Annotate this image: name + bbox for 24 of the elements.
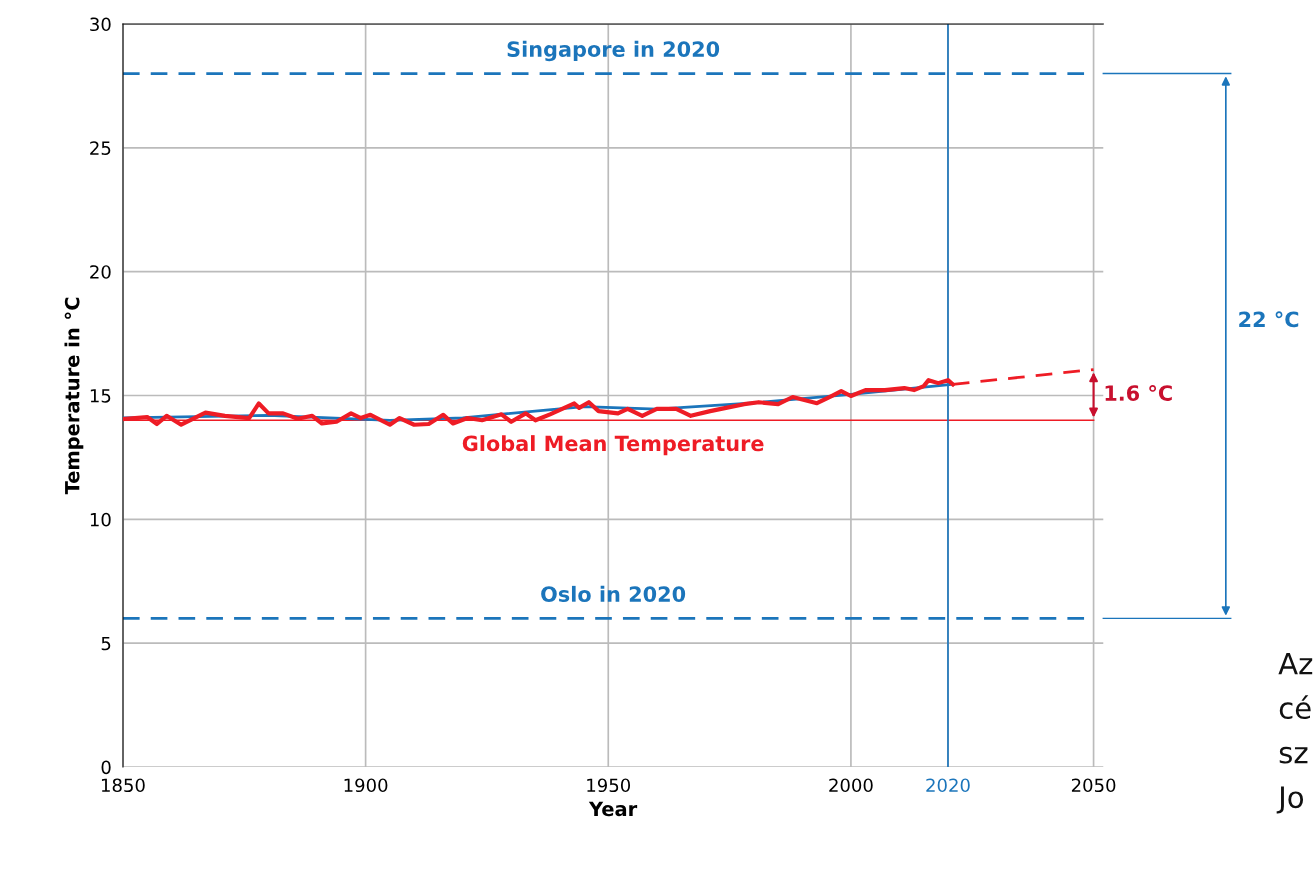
x-tick-label: 1950 xyxy=(587,778,631,793)
y-tick-label: 0 xyxy=(101,760,111,775)
text: sz xyxy=(1279,746,1308,764)
y-tick-label: 25 xyxy=(90,141,111,155)
x-tick-label: 2050 xyxy=(1071,778,1116,793)
y-tick-label: 10 xyxy=(90,512,111,527)
text: Az xyxy=(1278,652,1313,675)
text: 1.6 °C xyxy=(1105,385,1172,401)
text: Jo xyxy=(1276,786,1304,814)
text: 22 °C xyxy=(1239,311,1299,328)
ref-line-label: Global Mean Temperature xyxy=(462,435,764,456)
y-tick-label: 15 xyxy=(90,389,111,403)
y-axis-title: Temperature in °C xyxy=(64,297,84,495)
x-tick-label: 2020 xyxy=(926,778,970,793)
ref-line-label: Singapore in 2020 xyxy=(507,40,720,62)
x-tick-label: 1900 xyxy=(344,778,388,793)
ref-line-label: Oslo in 2020 xyxy=(541,585,686,602)
y-tick-label: 30 xyxy=(90,17,111,32)
text: cé xyxy=(1279,695,1311,720)
x-axis-title: Year xyxy=(588,801,638,817)
x-tick-label: 1850 xyxy=(101,778,145,793)
x-tick-label: 2000 xyxy=(829,778,873,793)
y-tick-label: 5 xyxy=(101,636,111,651)
y-tick-label: 20 xyxy=(90,265,111,279)
